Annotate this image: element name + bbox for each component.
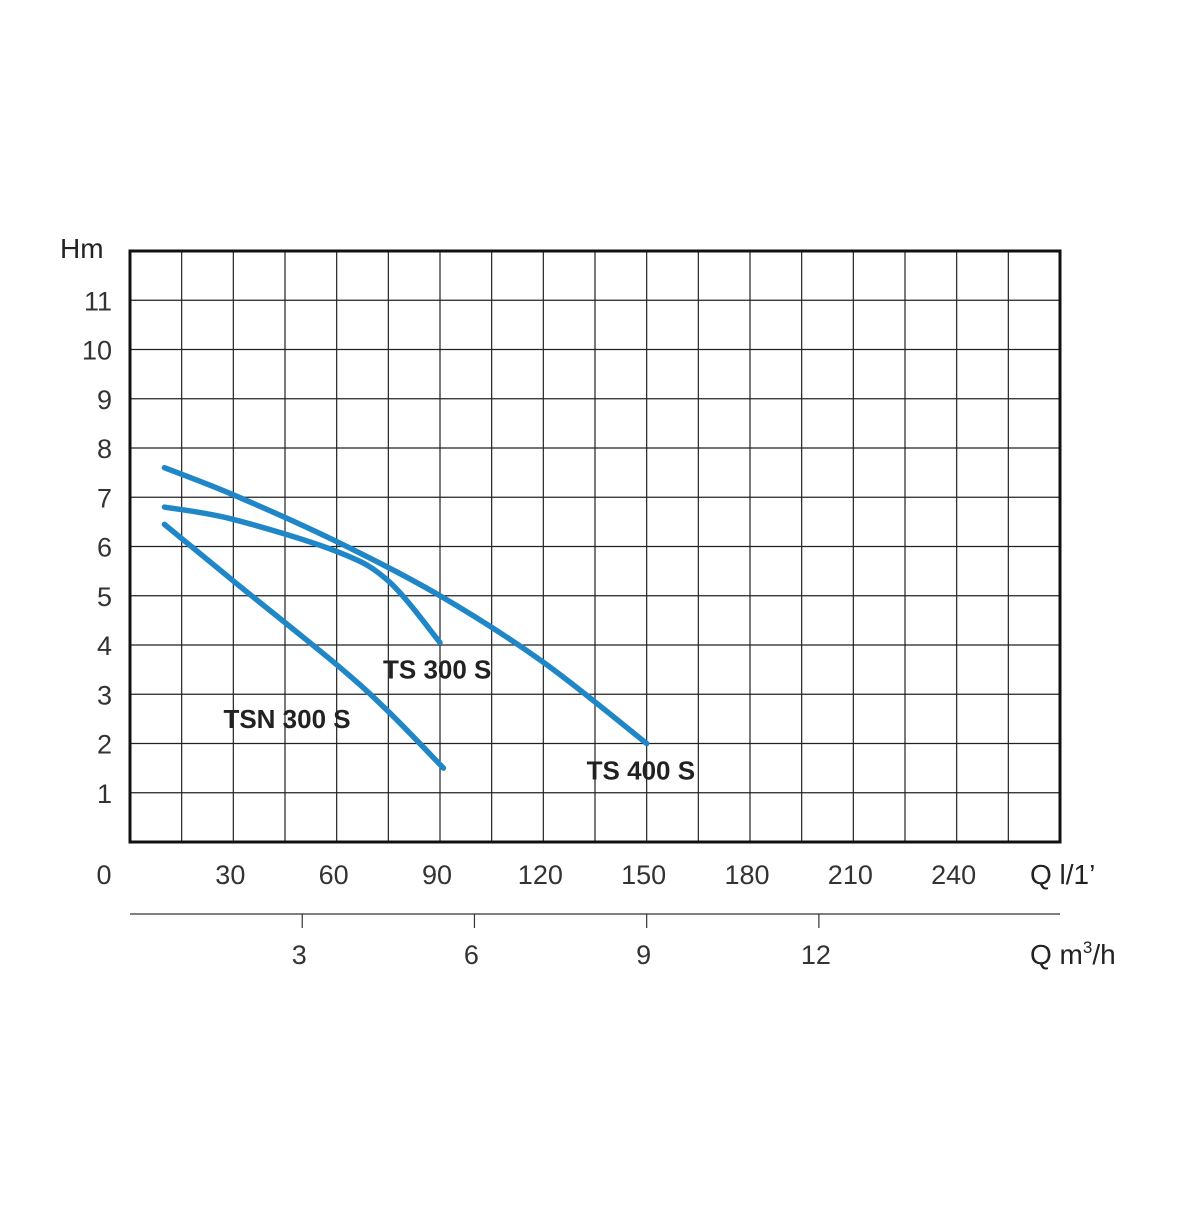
x-tick-label: 210 (828, 860, 873, 890)
y-tick-label: 8 (97, 434, 112, 464)
x2-tick-label: 6 (464, 940, 479, 970)
plot-frame (128, 249, 1062, 844)
x2-tick-label: 9 (636, 940, 651, 970)
y-tick-label: 1 (97, 779, 112, 809)
x-tick-label: 30 (215, 860, 245, 890)
x2-axis-label-suffix: /h (1092, 939, 1115, 970)
y-tick-label: 5 (97, 582, 112, 612)
x-tick-label: 0 (96, 860, 111, 890)
x-tick-label: 180 (724, 860, 769, 890)
y-tick-label: 6 (97, 533, 112, 563)
x2-axis-label-prefix: Q m (1030, 939, 1083, 970)
y-axis-ticks: 1 2 3 4 5 6 7 8 9 10 11 (82, 286, 112, 809)
x2-tick-label: 3 (292, 940, 307, 970)
curve-ts-300-s (161, 504, 443, 646)
y-tick-label: 10 (82, 336, 112, 366)
curve-label-ts-300-s: TS 300 S (383, 655, 491, 685)
x2-tick-label: 12 (801, 940, 831, 970)
y-tick-label: 11 (84, 286, 112, 316)
y-tick-label: 4 (97, 631, 112, 661)
curves (161, 464, 650, 771)
curve-label-tsn-300-s: TSN 300 S (223, 704, 350, 734)
x-tick-label: 150 (621, 860, 666, 890)
y-tick-label: 3 (97, 680, 112, 710)
y-tick-label: 2 (97, 730, 112, 760)
x-tick-label: 120 (518, 860, 563, 890)
curve-label-ts-400-s: TS 400 S (587, 756, 695, 786)
y-tick-label: 9 (97, 385, 112, 415)
y-tick-label: 7 (97, 483, 112, 513)
grid (130, 251, 1060, 842)
y-axis-label: Hm (60, 233, 104, 264)
x-tick-label: 240 (931, 860, 976, 890)
x-tick-label: 60 (319, 860, 349, 890)
x2-axis-label-superscript: 3 (1083, 938, 1092, 957)
curve-tsn-300-s (161, 521, 447, 771)
curve-labels: TS 400 S TS 300 S TSN 300 S (223, 655, 695, 786)
x-tick-label: 90 (422, 860, 452, 890)
curve-ts-400-s (161, 464, 650, 747)
x2-axis-label: Q m3/h (1030, 938, 1116, 970)
secondary-x-axis: 3 6 9 12 (130, 913, 1060, 970)
x-axis-label: Q l/1’ (1030, 859, 1095, 890)
x-axis-ticks: 0 30 60 90 120 150 180 210 240 (96, 860, 976, 890)
